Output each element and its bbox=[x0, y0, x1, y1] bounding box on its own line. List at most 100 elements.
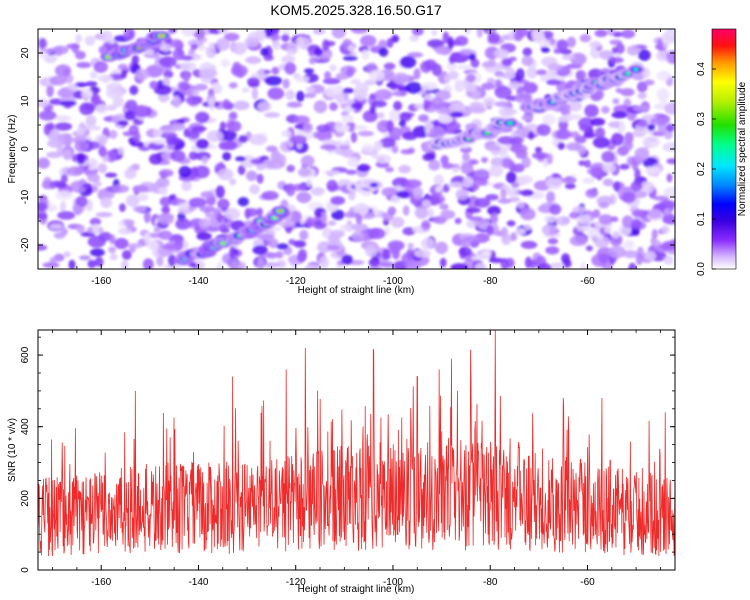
spectrogram-cell bbox=[642, 136, 661, 149]
snr-series-line bbox=[38, 330, 675, 557]
spectrogram-cell bbox=[423, 97, 432, 110]
spectrogram-cell bbox=[515, 68, 525, 81]
spectrogram-cell bbox=[550, 262, 565, 269]
spectrogram-cell bbox=[57, 211, 76, 220]
spectrogram-cell bbox=[634, 147, 650, 161]
spectrogram-cell bbox=[435, 241, 448, 255]
spectrogram-cell bbox=[520, 189, 534, 197]
spectrogram-cell bbox=[521, 55, 534, 66]
spectrogram-cell bbox=[623, 250, 639, 259]
spectrogram-cell bbox=[251, 87, 259, 100]
chart-title: KOM5.2025.328.16.50.G17 bbox=[270, 2, 441, 18]
spectrogram-cell bbox=[38, 213, 48, 220]
spectrogram-cell bbox=[208, 42, 215, 50]
spectrogram-cell bbox=[546, 191, 556, 204]
spectrogram-cell bbox=[469, 216, 483, 222]
spectrogram-cell bbox=[168, 29, 177, 34]
spectrogram-cell bbox=[228, 111, 238, 121]
spectrogram-cell bbox=[500, 188, 507, 200]
spectrogram-cell bbox=[93, 61, 108, 73]
spectrogram-cell bbox=[97, 74, 114, 82]
spectrogram-cell bbox=[451, 167, 460, 173]
spectrogram-cell bbox=[84, 35, 96, 46]
spectrogram-cell bbox=[313, 100, 328, 114]
spectrogram-cell bbox=[413, 68, 421, 80]
spectrogram-cell bbox=[245, 208, 259, 217]
spectrogram-cell bbox=[562, 176, 577, 185]
spectrogram-cell bbox=[368, 228, 386, 240]
spectrogram-cell bbox=[206, 143, 218, 150]
spectrogram-cell bbox=[572, 206, 587, 214]
spectrogram-cell bbox=[470, 58, 480, 68]
spectrogram-cell bbox=[296, 191, 312, 204]
spectrogram-cell bbox=[656, 38, 664, 52]
ridge-cell bbox=[221, 242, 225, 245]
spectrogram-cell bbox=[86, 157, 99, 171]
snr-y-ticks: 0 200 400 600 bbox=[20, 336, 675, 573]
spectrogram-cell bbox=[322, 78, 341, 85]
spectrogram-cell bbox=[494, 101, 510, 108]
spectrogram-cell bbox=[526, 67, 538, 79]
spectrogram-cell bbox=[521, 156, 531, 168]
spectrogram-cell bbox=[520, 207, 536, 221]
spectrogram-cell bbox=[54, 190, 73, 200]
spectrogram-cell bbox=[584, 159, 591, 168]
spectrogram-cell bbox=[217, 168, 234, 181]
spectrogram-cell bbox=[304, 264, 320, 269]
spectrogram-cell bbox=[297, 252, 306, 263]
y-tick-label: 20 bbox=[20, 47, 31, 59]
spectrogram-cell bbox=[531, 29, 545, 42]
spectrogram-cell bbox=[181, 29, 195, 37]
spectrogram-cell bbox=[219, 121, 226, 132]
spectrogram-cell bbox=[357, 203, 369, 216]
spectrogram-cell bbox=[637, 92, 647, 100]
spectrogram-cell bbox=[270, 33, 280, 42]
spectrogram-cell bbox=[569, 131, 580, 138]
spectrogram-cell bbox=[127, 243, 144, 249]
spectrogram-cell bbox=[142, 258, 154, 269]
spectrogram-cell bbox=[474, 198, 491, 208]
spectrogram-cell bbox=[585, 188, 599, 199]
spectrogram-cell bbox=[427, 39, 445, 48]
spectrogram-cell bbox=[407, 52, 424, 58]
spectrogram-y-ticks: -20 -10 0 10 20 bbox=[20, 28, 675, 270]
spectrogram-cell bbox=[222, 152, 232, 161]
spectrogram-cell bbox=[106, 191, 115, 199]
spectrogram-cell bbox=[660, 31, 675, 44]
spectrogram-cell bbox=[494, 85, 512, 99]
spectrogram-cell bbox=[178, 165, 192, 178]
x-tick-label: -100 bbox=[383, 276, 403, 287]
colorbar-gradient bbox=[712, 29, 736, 269]
spectrogram-cell bbox=[211, 82, 219, 90]
spectrogram-cell bbox=[341, 114, 355, 123]
spectrogram-cell bbox=[350, 102, 363, 110]
spectrogram-cell bbox=[450, 111, 464, 118]
spectrogram-cell bbox=[579, 33, 591, 43]
spectrogram-cell bbox=[482, 96, 496, 108]
spectrogram-cell bbox=[346, 66, 354, 78]
spectrogram-cell bbox=[375, 154, 392, 164]
spectrogram-cell bbox=[296, 90, 305, 102]
spectrogram-cell bbox=[175, 218, 192, 230]
spectrogram-cell bbox=[378, 47, 389, 57]
spectrogram-cell bbox=[569, 211, 579, 219]
spectrogram-x-ticks: -160 -140 -120 -100 -80 -60 bbox=[52, 29, 661, 287]
spectrogram-cell bbox=[286, 101, 303, 108]
spectrogram-cell bbox=[628, 262, 637, 269]
spectrogram-cell bbox=[345, 169, 358, 175]
spectrogram-cell bbox=[289, 135, 307, 145]
y-tick-label: 200 bbox=[20, 490, 31, 507]
spectrogram-cell bbox=[149, 80, 158, 90]
spectrogram-cell bbox=[635, 253, 644, 266]
spectrogram-cell bbox=[132, 185, 150, 193]
spectrogram-cell bbox=[188, 151, 199, 161]
spectrogram-cell bbox=[666, 173, 673, 183]
spectrogram-cell bbox=[179, 61, 197, 72]
spectrogram-cell bbox=[327, 234, 341, 245]
spectrogram-cell bbox=[245, 56, 262, 64]
spectrogram-cell bbox=[344, 211, 356, 218]
spectrogram-cell bbox=[160, 43, 172, 52]
spectrogram-cell bbox=[589, 40, 602, 49]
spectrogram-cell bbox=[74, 139, 89, 153]
spectrogram-cell bbox=[85, 141, 101, 150]
